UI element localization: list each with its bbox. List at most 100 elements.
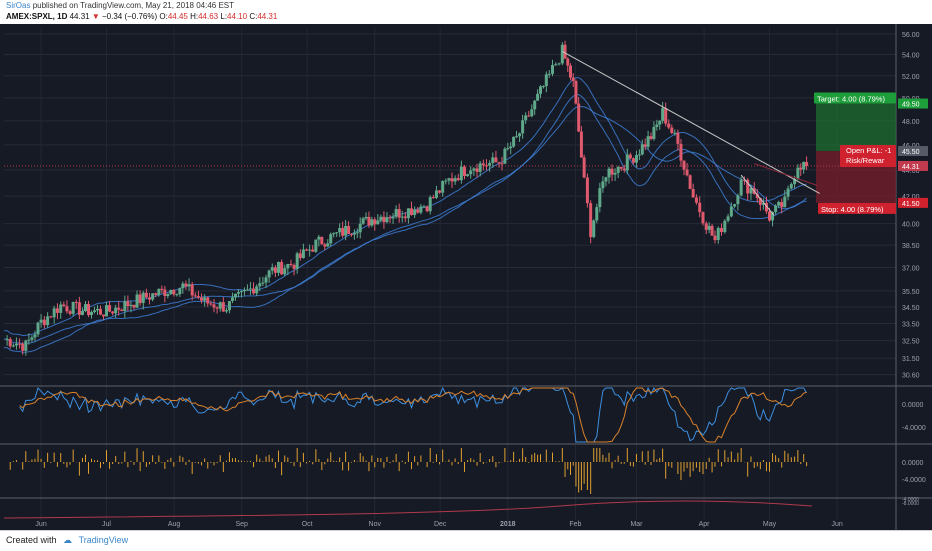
candle-body	[233, 293, 237, 298]
candle-body	[289, 263, 293, 265]
candle-body	[196, 296, 200, 298]
target-label-bg	[814, 92, 896, 104]
osc-tick-label: 0.0000	[902, 402, 924, 409]
candle-body	[305, 249, 309, 251]
pnl-line	[754, 163, 818, 186]
candle-body	[30, 337, 34, 340]
short-trendline	[740, 174, 775, 216]
candle-body	[698, 202, 702, 213]
candle-body	[691, 189, 695, 198]
candle-body	[261, 282, 265, 284]
down-arrow-icon: ▼	[91, 12, 100, 21]
candle-body	[726, 216, 730, 221]
time-axis[interactable]: Jun Jul Aug Sep Oct Nov Dec 2018 Feb Mar Apr May Jun	[35, 521, 842, 528]
candle-body	[764, 202, 768, 212]
candle-body	[761, 202, 765, 205]
candle-body	[132, 304, 136, 308]
candle-body	[604, 177, 608, 182]
candle-body	[90, 312, 94, 316]
candle-body	[799, 167, 803, 170]
candle-body	[314, 239, 318, 252]
candle-body	[598, 188, 602, 208]
candle-body	[661, 108, 665, 121]
candle-body	[478, 163, 482, 172]
candle-body	[344, 225, 348, 236]
candle-body	[236, 292, 240, 294]
tradingview-brand[interactable]: TradingView	[78, 535, 129, 545]
candle-body	[673, 132, 677, 134]
candle-body	[301, 249, 305, 259]
candle-body	[154, 293, 158, 295]
candle-body	[323, 244, 327, 247]
symbol-label[interactable]: AMEX:SPXL, 1D	[6, 12, 68, 21]
chart-svg[interactable]: 56.0054.0052.0050.0048.0046.0044.0042.00…	[0, 24, 932, 530]
candle-body	[242, 290, 246, 292]
candle-body	[780, 202, 784, 208]
candle-body	[341, 227, 345, 236]
candle-body	[716, 227, 720, 241]
chart-area[interactable]: 56.0054.0052.0050.0048.0046.0044.0042.00…	[0, 24, 932, 530]
candle-body	[105, 305, 109, 317]
candle-body	[379, 216, 383, 221]
candle-body	[560, 44, 564, 64]
candle-body	[126, 301, 130, 306]
candle-body	[267, 270, 271, 278]
candle-body	[438, 190, 442, 193]
candle-body	[640, 144, 644, 155]
candle-body	[206, 297, 210, 304]
candle-body	[547, 73, 551, 75]
created-with-text: Created with	[6, 535, 57, 545]
candle-body	[527, 115, 531, 117]
candle-body	[758, 198, 762, 205]
candle-body	[582, 157, 586, 178]
y-tick-label: 44.00	[902, 168, 920, 175]
price-tag: 44.31	[902, 164, 920, 171]
candle-body	[391, 216, 395, 219]
candle-body	[755, 193, 759, 199]
candle-body	[592, 220, 596, 238]
candle-body	[484, 165, 488, 167]
candle-body	[114, 307, 118, 314]
candle-body	[450, 178, 454, 182]
risk-reward-label: Risk/Rewar	[846, 156, 885, 165]
y-tick-label: 52.00	[902, 74, 920, 81]
y-tick-label: 33.50	[902, 322, 920, 329]
candle-body	[203, 297, 207, 301]
candle-body	[120, 309, 124, 312]
candle-body	[736, 195, 740, 205]
target-zone	[816, 103, 896, 152]
candle-body	[585, 177, 589, 204]
candle-body	[491, 157, 495, 163]
candle-body	[512, 136, 516, 147]
candle-body	[361, 218, 365, 224]
candle-body	[488, 162, 492, 166]
x-tick-label: 2018	[500, 521, 516, 528]
author-link[interactable]: SirOas	[6, 1, 31, 10]
candle-body	[172, 289, 176, 295]
candle-body	[707, 225, 711, 230]
candle-body	[49, 316, 53, 318]
candle-body	[729, 206, 733, 217]
trendlines[interactable]	[562, 50, 820, 216]
open-value: 44.45	[167, 12, 188, 21]
candle-body	[746, 179, 750, 194]
candle-body	[163, 289, 167, 297]
candle-body	[157, 288, 161, 295]
candle-body	[646, 136, 650, 147]
candle-body	[87, 304, 91, 316]
candle-body	[625, 154, 629, 171]
candle-body	[71, 301, 75, 314]
candle-body	[447, 178, 451, 181]
price-tag-bg	[898, 146, 928, 157]
bottom-tick-label: -8.0000	[902, 501, 919, 507]
candle-body	[723, 220, 727, 233]
y-tick-label: 34.50	[902, 305, 920, 312]
candle-body	[497, 162, 501, 164]
candle-body	[704, 223, 708, 230]
candle-body	[419, 206, 423, 213]
y-tick-label: 37.00	[902, 266, 920, 273]
candle-body	[200, 297, 204, 301]
candle-body	[557, 63, 561, 65]
candle-body	[428, 197, 432, 212]
candle-body	[273, 267, 277, 273]
